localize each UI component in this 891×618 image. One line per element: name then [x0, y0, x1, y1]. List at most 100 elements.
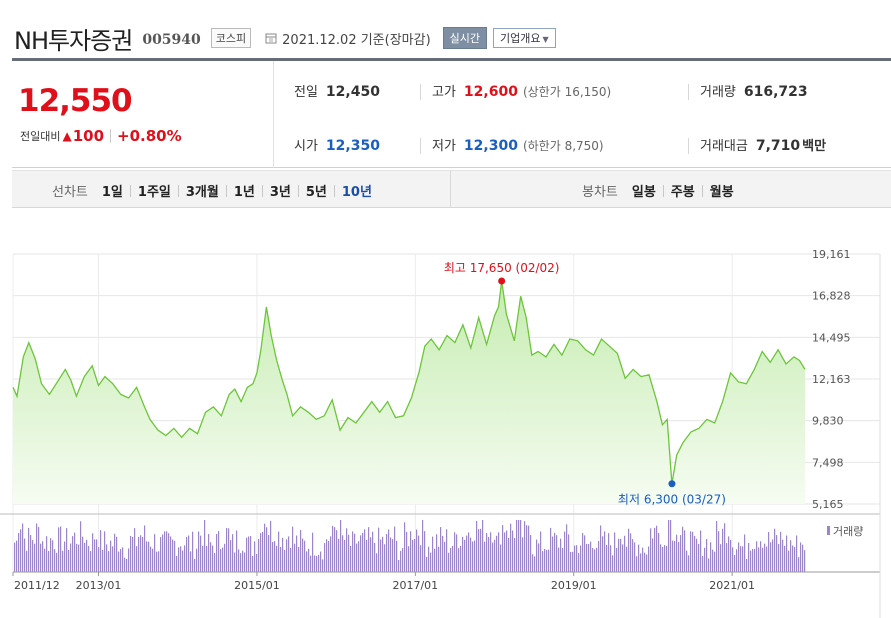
volume-bar: [406, 531, 408, 572]
period-1d[interactable]: 1일: [101, 185, 123, 200]
volume-bar: [338, 538, 340, 572]
volume-bar: [138, 536, 140, 572]
volume-bar: [314, 555, 316, 572]
volume-bar: [654, 527, 656, 572]
volume-bar: [768, 532, 770, 572]
volume-bar: [94, 539, 96, 572]
volume-bar: [616, 547, 618, 572]
volume-bar: [770, 542, 772, 572]
x-tick-label: 2017/01: [392, 579, 438, 592]
volume-bar: [190, 551, 192, 572]
volume-bar: [484, 541, 486, 572]
company-overview-label: 기업개요: [500, 32, 541, 45]
volume-bar: [732, 547, 734, 572]
volume-bar: [564, 531, 566, 572]
volume-bar: [26, 550, 28, 572]
volume-bar: [626, 546, 628, 572]
divider: [420, 84, 421, 100]
period-3y[interactable]: 3년: [269, 185, 291, 200]
volume-bar: [730, 539, 732, 572]
volume-bar: [396, 540, 398, 572]
line-chart-periods: 선차트 1일 1주일 3개월 1년 3년 5년 10년: [52, 181, 372, 200]
candle-weekly[interactable]: 주봉: [670, 185, 695, 200]
volume-bar: [326, 539, 328, 572]
volume-bar: [412, 539, 414, 572]
volume-bar: [46, 536, 48, 572]
volume-bar: [68, 550, 70, 572]
volume-bar: [148, 541, 150, 572]
low-value: 12,300: [463, 138, 518, 154]
candle-daily[interactable]: 일봉: [631, 185, 656, 200]
volume-bar: [646, 554, 648, 572]
volume-bar: [272, 541, 274, 572]
volume-bar: [280, 546, 282, 572]
volume-bar: [152, 548, 154, 572]
volume-bar: [322, 559, 324, 572]
volume-bar: [136, 546, 138, 572]
volume-bar: [304, 540, 306, 572]
prev-close-value: 12,450: [325, 84, 380, 100]
volume-bar: [712, 549, 714, 572]
volume-bar: [336, 530, 338, 572]
prev-close-stat: 전일 12,450: [294, 81, 380, 100]
volume-bar: [22, 523, 24, 572]
volume-bar: [742, 546, 744, 572]
volume-bar: [426, 556, 428, 572]
volume-bar: [20, 529, 22, 572]
volume-bar: [334, 527, 336, 572]
candle-monthly[interactable]: 월봉: [709, 185, 734, 200]
volume-bar: [104, 531, 106, 572]
upper-limit: (상한가 16,150): [522, 85, 612, 99]
y-tick-label: 14,495: [812, 331, 851, 344]
volume-bar: [288, 536, 290, 572]
period-1w[interactable]: 1주일: [137, 185, 171, 200]
volume-bar: [226, 528, 228, 572]
volume-bar: [728, 536, 730, 572]
volume-bar: [96, 539, 98, 572]
volume-bar: [494, 539, 496, 572]
period-3m[interactable]: 3개월: [185, 185, 219, 200]
volume-bar: [258, 539, 260, 572]
company-overview-button[interactable]: 기업개요 ▼: [493, 28, 556, 48]
volume-bar: [596, 547, 598, 572]
min-point: [668, 480, 676, 488]
volume-bar: [658, 532, 660, 572]
volume-bar: [470, 537, 472, 572]
volume-bar: [80, 521, 82, 572]
volume-bar: [290, 547, 292, 572]
realtime-button[interactable]: 실시간: [442, 27, 488, 49]
volume-bar: [266, 527, 268, 572]
volume-bar: [680, 535, 682, 572]
volume-bar: [354, 533, 356, 572]
volume-bar: [778, 544, 780, 572]
volume-bar: [452, 545, 454, 572]
volume-bar: [372, 531, 374, 572]
period-10y[interactable]: 10년: [341, 185, 372, 200]
period-1y[interactable]: 1년: [233, 185, 255, 200]
volume-bar: [18, 532, 20, 572]
volume-bar: [198, 531, 200, 572]
volume-bar: [40, 543, 42, 572]
period-5y[interactable]: 5년: [305, 185, 327, 200]
divider: [420, 138, 421, 154]
volume-bar: [788, 550, 790, 572]
volume-bar: [496, 535, 498, 572]
volume-bar: [318, 554, 320, 572]
caret-down-icon: ▼: [542, 35, 549, 44]
volume-bar: [468, 532, 470, 572]
volume-bar: [420, 545, 422, 572]
volume-bar: [310, 555, 312, 572]
volume-bar: [636, 556, 638, 572]
market-badge: 코스피: [210, 28, 252, 48]
volume-bar: [186, 537, 188, 572]
volume-bar: [786, 535, 788, 572]
volume-bar: [790, 540, 792, 572]
y-tick-label: 19,161: [812, 248, 851, 261]
volume-bar: [648, 546, 650, 572]
volume-bar: [542, 551, 544, 572]
volume-bar: [744, 534, 746, 572]
volume-bar: [108, 551, 110, 572]
volume-bar: [504, 532, 506, 572]
up-arrow-icon: ▲: [62, 129, 72, 143]
volume-bar: [640, 553, 642, 572]
